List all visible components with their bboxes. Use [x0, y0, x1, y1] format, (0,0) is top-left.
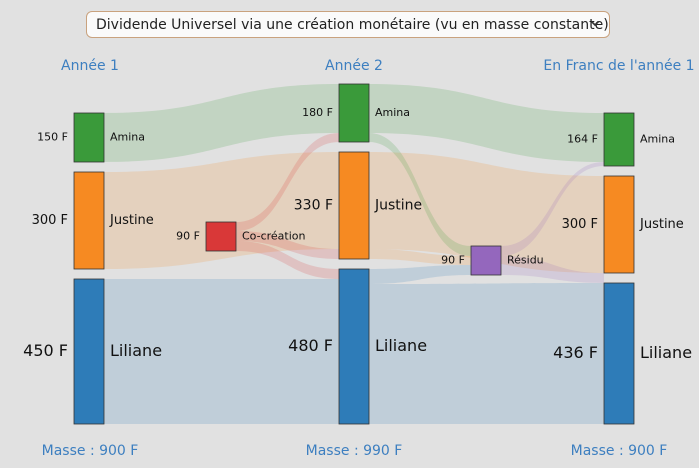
node-rs[interactable] [470, 245, 502, 276]
link-a2-to-a3 [369, 84, 604, 162]
link-cc-to-l2 [236, 241, 339, 279]
node-l2-value: 480 F [288, 336, 333, 355]
node-j2[interactable] [338, 151, 370, 260]
node-a3[interactable] [603, 112, 635, 167]
node-a2-value: 180 F [302, 106, 333, 119]
node-l2[interactable] [338, 268, 370, 425]
link-cc-to-j2 [236, 231, 339, 259]
node-j3-name: Justine [639, 217, 684, 232]
node-cc-name: Co-création [242, 230, 306, 243]
sankey-nodes: 150 F Amina 300 F Justine 450 F Liliane 90 F Co… [23, 83, 692, 425]
node-j2-name: Justine [374, 198, 422, 214]
node-a3-name: Amina [640, 133, 675, 146]
mass-annee-1: Masse : 900 F [42, 443, 139, 459]
node-a1-name: Amina [110, 131, 145, 144]
link-l1-to-l2 [104, 279, 339, 424]
link-j2-to-rs [369, 249, 471, 265]
node-j1-name: Justine [109, 213, 154, 228]
link-j2-to-j3 [369, 152, 604, 273]
link-j1-to-j2 [104, 152, 339, 269]
column-header-franc-annee-1: En Franc de l'année 1 [543, 58, 694, 74]
node-l3-name: Liliane [640, 343, 692, 362]
column-header-annee-2: Année 2 [325, 58, 383, 74]
link-rs-to-l3 [501, 256, 604, 283]
link-a2-to-rs [369, 133, 471, 256]
node-j3-value: 300 F [562, 217, 598, 232]
node-a1-value: 150 F [37, 131, 68, 144]
node-cc-value: 90 F [176, 230, 200, 243]
node-l3[interactable] [603, 282, 635, 425]
mass-franc-annee-1: Masse : 900 F [571, 443, 668, 459]
node-a2[interactable] [338, 83, 370, 143]
node-j1-value: 300 F [32, 213, 68, 228]
chevron-down-icon [590, 20, 600, 27]
node-rs-value: 90 F [441, 254, 465, 267]
node-a1[interactable] [73, 112, 105, 163]
node-rs-name: Résidu [507, 254, 544, 267]
node-cc[interactable] [205, 221, 237, 252]
node-l3-value: 436 F [553, 343, 598, 362]
link-cc-to-a2 [236, 133, 339, 231]
node-l2-name: Liliane [375, 336, 427, 355]
link-l2-to-rs [369, 265, 471, 284]
link-a1-to-a2 [104, 84, 339, 162]
node-l1[interactable] [73, 278, 105, 425]
scenario-select-label: Dividende Universel via une création mon… [96, 16, 609, 33]
node-l1-name: Liliane [110, 341, 162, 360]
mass-annee-2: Masse : 990 F [306, 443, 403, 459]
node-j3[interactable] [603, 175, 635, 274]
link-l2-to-l3 [369, 283, 604, 424]
node-l1-value: 450 F [23, 341, 68, 360]
node-a3-value: 164 F [567, 133, 598, 146]
sankey-links [104, 84, 604, 424]
column-header-annee-1: Année 1 [61, 58, 119, 74]
node-j2-value: 330 F [294, 198, 333, 214]
link-rs-to-a3 [501, 162, 604, 256]
node-j1[interactable] [73, 171, 105, 270]
scenario-select[interactable]: Dividende Universel via une création mon… [86, 11, 610, 38]
node-a2-name: Amina [375, 106, 410, 119]
